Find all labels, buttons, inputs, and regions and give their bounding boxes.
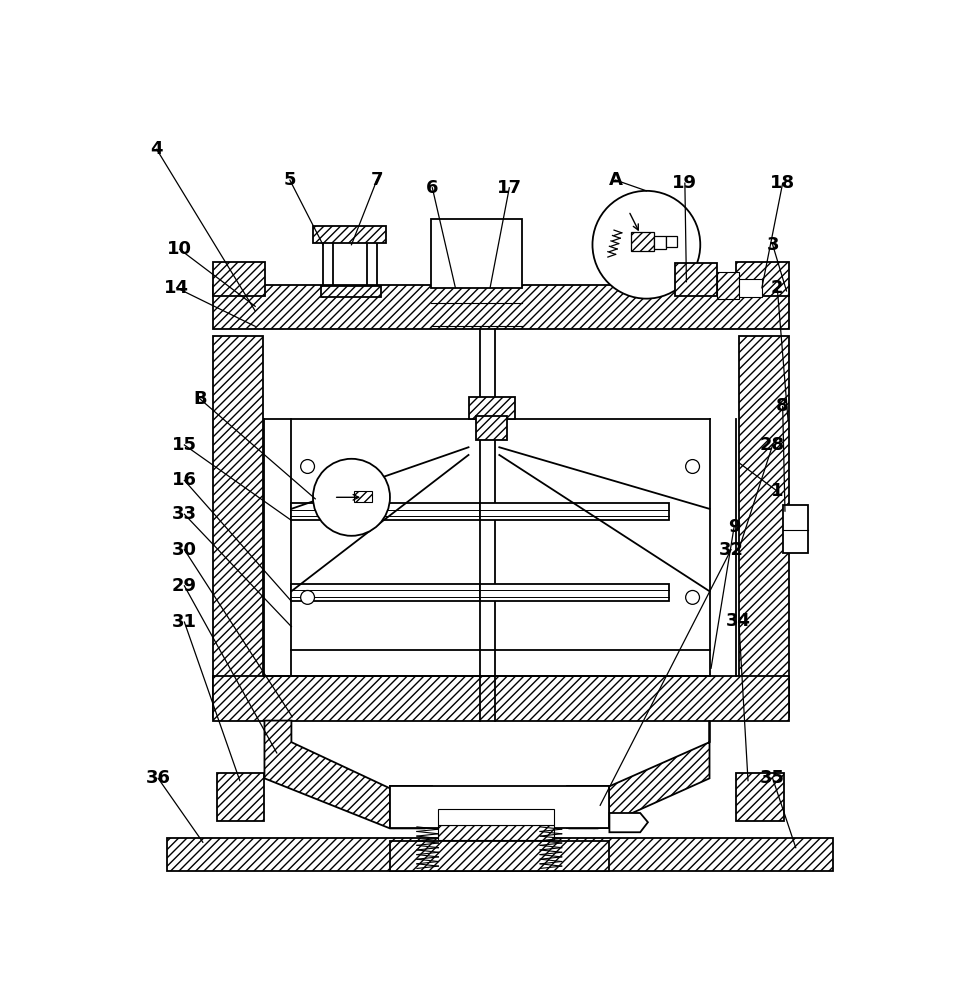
Bar [718, 272, 739, 299]
Text: 17: 17 [497, 179, 522, 197]
Circle shape [300, 590, 315, 604]
Text: 29: 29 [172, 577, 197, 595]
Text: 15: 15 [172, 436, 197, 454]
Text: 8: 8 [776, 397, 789, 415]
Text: 9: 9 [728, 518, 740, 536]
Circle shape [685, 590, 699, 604]
Bar [313, 226, 386, 243]
Bar [666, 236, 678, 247]
Text: 34: 34 [726, 611, 752, 630]
Bar [567, 786, 609, 828]
Circle shape [685, 460, 699, 473]
Bar [354, 491, 372, 502]
Bar [739, 279, 761, 297]
Bar [654, 235, 666, 249]
Text: 36: 36 [145, 769, 171, 787]
Text: 6: 6 [426, 179, 439, 197]
Text: 2: 2 [771, 279, 784, 297]
Text: 16: 16 [172, 471, 197, 489]
Text: 1: 1 [771, 482, 784, 500]
Bar [216, 773, 264, 821]
Polygon shape [609, 813, 648, 832]
Text: 19: 19 [673, 174, 697, 192]
Bar [292, 584, 480, 601]
Text: 30: 30 [172, 541, 197, 559]
Bar [390, 786, 432, 828]
Text: 4: 4 [150, 140, 163, 158]
Bar [213, 336, 263, 717]
Bar [390, 786, 609, 828]
Bar [675, 263, 718, 296]
Bar [736, 262, 789, 296]
Text: 31: 31 [172, 613, 197, 631]
Bar [390, 841, 609, 871]
Bar [480, 584, 669, 601]
Bar [480, 503, 669, 520]
Circle shape [300, 460, 315, 473]
Bar [321, 286, 380, 297]
Polygon shape [569, 721, 710, 828]
Text: 32: 32 [719, 541, 744, 559]
Text: 28: 28 [760, 436, 785, 454]
Bar [469, 397, 515, 419]
Text: 33: 33 [172, 505, 197, 523]
Bar [439, 809, 554, 825]
Bar [739, 336, 789, 717]
Bar [213, 262, 265, 296]
Text: B: B [193, 390, 207, 408]
Text: 10: 10 [168, 240, 192, 258]
Text: 5: 5 [284, 171, 296, 189]
Text: 18: 18 [770, 174, 796, 192]
Text: 14: 14 [164, 279, 189, 297]
Text: 35: 35 [760, 769, 785, 787]
Bar [439, 825, 554, 840]
Text: A: A [608, 171, 622, 189]
Bar [292, 503, 480, 520]
Bar [631, 232, 654, 251]
Polygon shape [264, 721, 425, 828]
Bar [784, 505, 808, 553]
Text: 7: 7 [370, 171, 383, 189]
Circle shape [313, 459, 390, 536]
Bar [736, 773, 784, 821]
Circle shape [593, 191, 700, 299]
Bar [167, 838, 833, 871]
Bar [213, 285, 789, 329]
Bar [213, 676, 789, 721]
Bar [431, 219, 522, 288]
Bar [476, 416, 507, 440]
Text: 3: 3 [766, 236, 779, 254]
